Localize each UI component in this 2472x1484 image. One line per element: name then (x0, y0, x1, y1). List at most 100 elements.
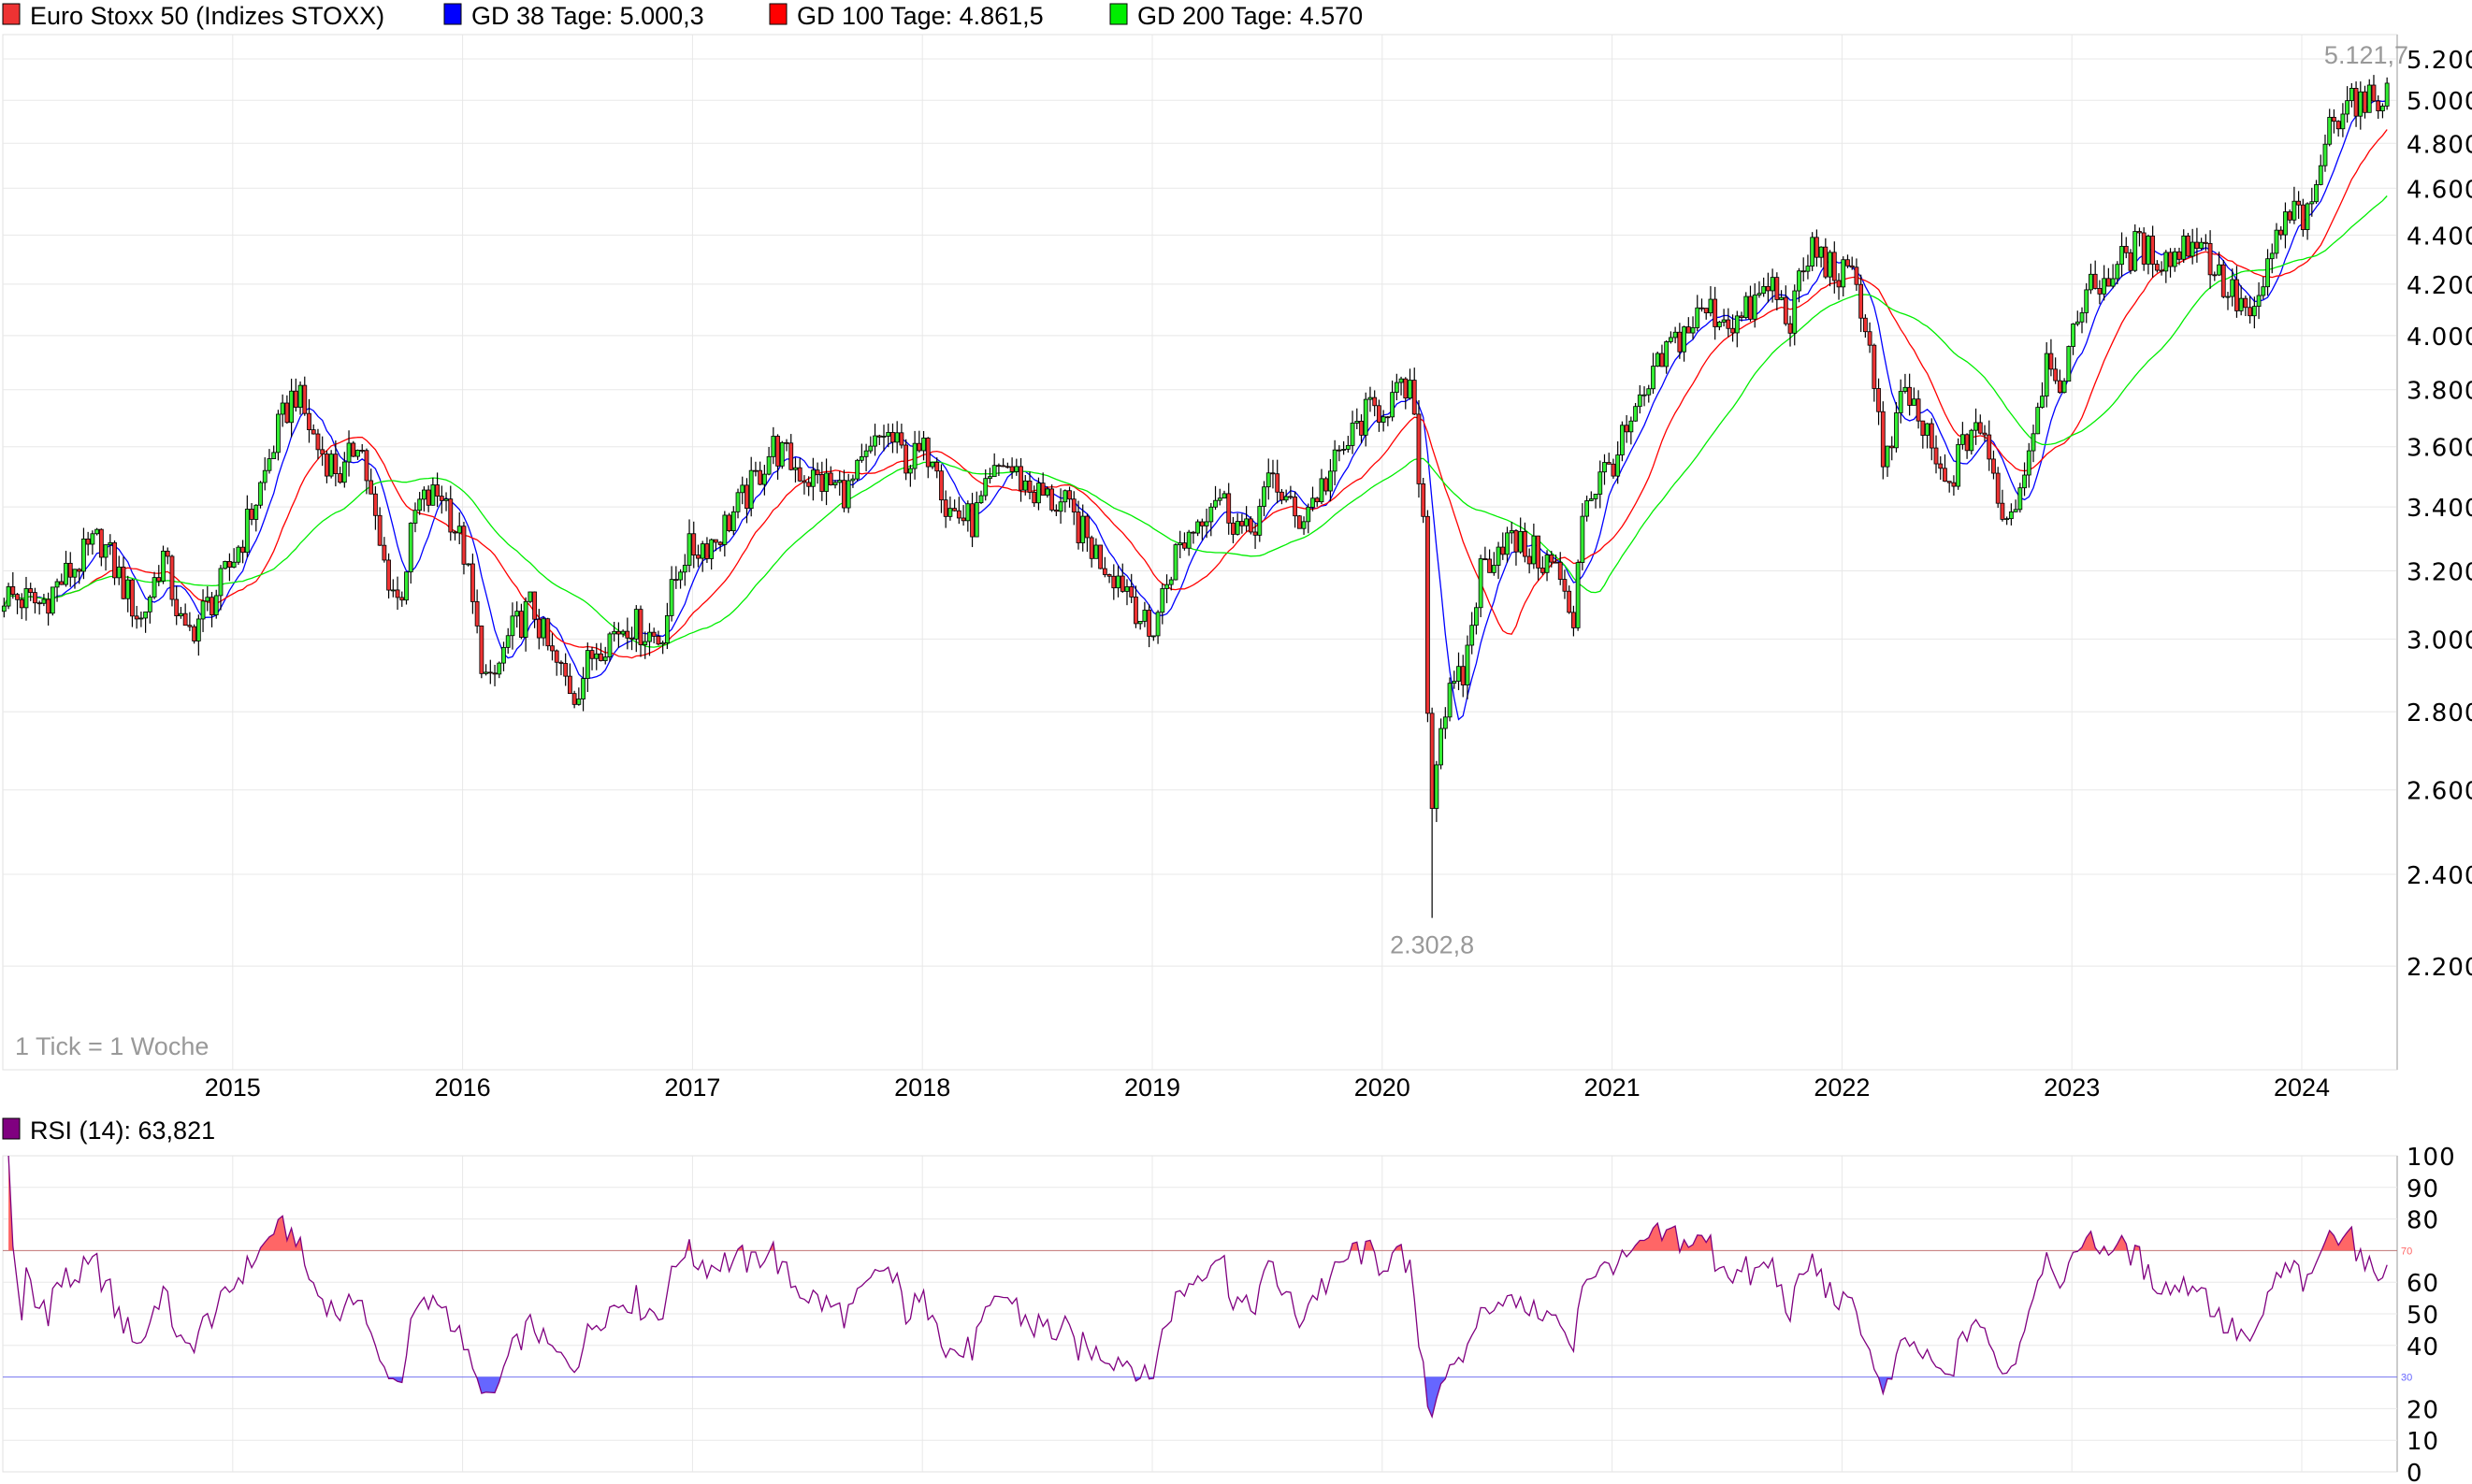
candle-body (134, 615, 139, 620)
candle (2318, 154, 2323, 186)
candle (612, 621, 617, 642)
candle (545, 617, 551, 651)
candle-body (1411, 380, 1417, 415)
candle (2353, 81, 2359, 127)
candle (1491, 552, 1496, 576)
candle-body (15, 594, 20, 600)
candle-body (492, 672, 498, 675)
candle-body (1252, 531, 1258, 536)
candle-body (1191, 531, 1196, 534)
candle (2137, 227, 2142, 247)
candle-body (766, 455, 772, 475)
candle (554, 649, 559, 676)
candle-body (1872, 344, 1877, 389)
candle (881, 425, 887, 452)
candle-body (2026, 450, 2031, 476)
candle (240, 540, 246, 564)
candle-body (200, 600, 206, 620)
candle (2092, 260, 2098, 290)
candle-body (2040, 396, 2045, 408)
candle-body (210, 597, 214, 615)
candle (1363, 392, 1368, 447)
candle-body (978, 495, 984, 504)
rsi-overbought-fill (8, 1156, 2388, 1251)
candle (930, 461, 935, 469)
candle (54, 578, 60, 602)
candle-body (545, 618, 551, 647)
candle (41, 594, 47, 607)
candle-body (1363, 398, 1368, 436)
candle (156, 565, 162, 586)
candle-body (912, 442, 918, 469)
candle (2212, 271, 2218, 281)
candle-body (1058, 501, 1063, 512)
candle-body (2141, 232, 2147, 265)
candle-body (1509, 530, 1514, 534)
candle-body (1279, 491, 1284, 501)
candle-body (103, 544, 108, 558)
candle-body (430, 484, 436, 506)
candle (541, 616, 546, 646)
candle-body (28, 588, 34, 593)
candle (1160, 583, 1165, 625)
y-tick-label: 3.600 (2407, 435, 2472, 463)
candles (1, 75, 2390, 918)
candle (1438, 718, 1443, 770)
candle-body (1235, 521, 1240, 535)
candle-body (364, 450, 369, 482)
candle (1752, 282, 1757, 328)
candle-body (576, 699, 582, 705)
candle (1381, 410, 1386, 432)
candle (1244, 506, 1250, 532)
candle-body (806, 482, 812, 487)
candle (550, 633, 555, 661)
x-tick-label: 2022 (1814, 1073, 1870, 1102)
candle-body (213, 595, 219, 615)
candle-body (2291, 200, 2297, 221)
candle-body (1244, 518, 1250, 526)
candle-body (633, 609, 639, 640)
candle-body (855, 459, 860, 480)
candle-body (713, 539, 718, 543)
candle (514, 601, 520, 628)
candle-body (1637, 394, 1642, 408)
candle-body (518, 611, 524, 638)
candle-body (1341, 449, 1347, 451)
candle-body (1452, 681, 1457, 684)
candle-body (1664, 341, 1670, 367)
candle (1306, 503, 1311, 534)
candle-body (2097, 288, 2103, 295)
candle (1872, 343, 1877, 402)
candle-body (1032, 492, 1037, 504)
candle (1770, 268, 1775, 303)
candle (1739, 311, 1744, 322)
candle-body (744, 484, 749, 510)
candle-body (704, 543, 710, 559)
candle (876, 434, 882, 446)
candle-body (1792, 290, 1798, 334)
candle (307, 398, 311, 443)
candle-body (311, 429, 316, 435)
candle (192, 624, 197, 644)
candle-body (687, 533, 692, 566)
candle (1213, 485, 1218, 511)
candle (426, 485, 431, 512)
candle-body (696, 555, 701, 559)
candle-body (1009, 466, 1015, 472)
candle (355, 449, 360, 460)
candle (1425, 510, 1430, 723)
candle-body (130, 579, 135, 617)
x-tick-label: 2018 (894, 1073, 950, 1102)
candle (2248, 295, 2253, 324)
candle-body (1080, 515, 1086, 543)
candle-body (1713, 298, 1718, 327)
candle (1487, 549, 1492, 573)
candle-body (1345, 445, 1351, 450)
candle (2349, 82, 2354, 108)
candle (1053, 504, 1059, 516)
candle (2265, 249, 2270, 296)
candle-body (1040, 483, 1046, 496)
candle (262, 457, 267, 491)
candle-body (947, 508, 953, 517)
candle (85, 531, 91, 556)
